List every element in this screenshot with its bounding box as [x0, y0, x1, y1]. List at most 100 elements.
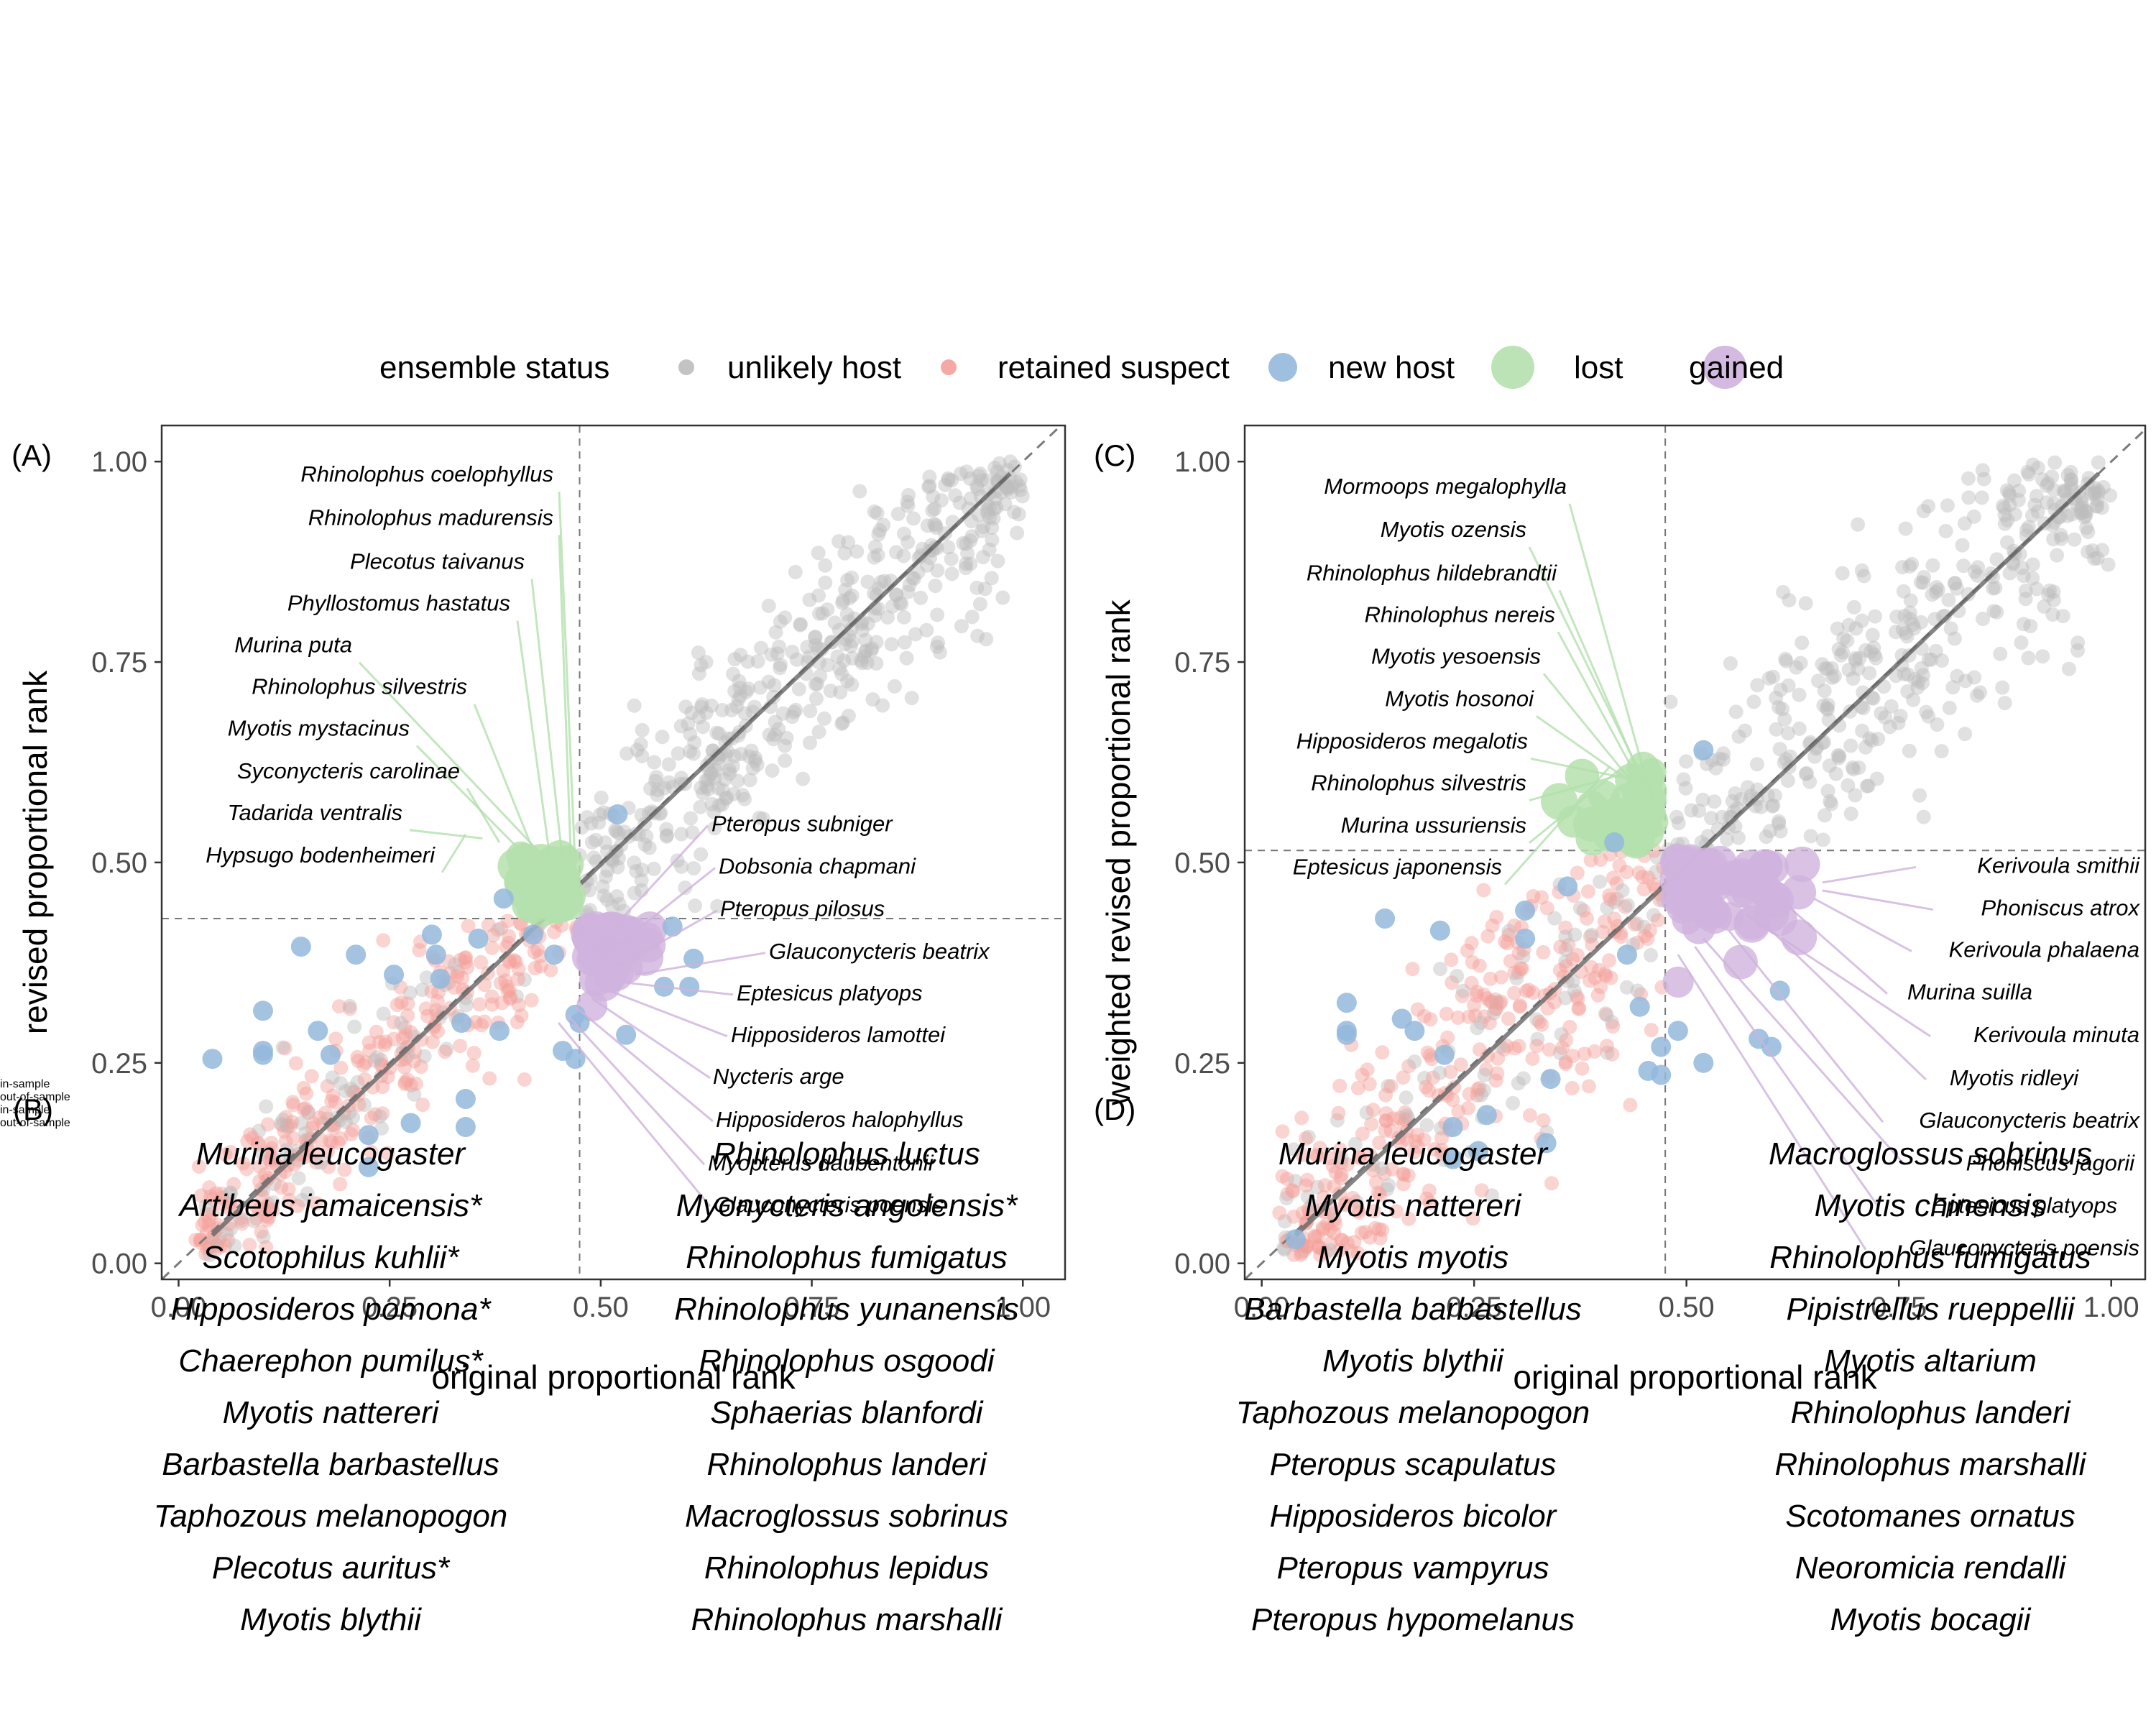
- new-host-point: [468, 928, 489, 949]
- unlikely-host-point: [1907, 672, 1922, 686]
- retained-suspect-point: [218, 1238, 233, 1254]
- unlikely-host-point: [1008, 474, 1023, 489]
- unlikely-host-point: [346, 1110, 361, 1125]
- retained-suspect-point: [199, 1225, 214, 1240]
- retained-suspect-point: [503, 990, 518, 1005]
- retained-suspect-point: [192, 1159, 206, 1174]
- unlikely-host-point: [1897, 608, 1912, 623]
- unlikely-host-point: [959, 536, 974, 551]
- retained-suspect-point: [543, 962, 558, 978]
- panel-d-letter: (D): [1094, 1092, 1136, 1126]
- gained-species-label: Phoniscus atrox: [1981, 896, 2140, 921]
- retained-suspect-point: [1553, 939, 1568, 954]
- unlikely-host-point: [2065, 507, 2079, 522]
- unlikely-host-point: [1000, 482, 1015, 497]
- retained-suspect-point: [1479, 991, 1494, 1006]
- unlikely-host-point: [1725, 794, 1740, 809]
- unlikely-host-point: [370, 1050, 385, 1065]
- retained-suspect-point: [1526, 985, 1541, 1000]
- unlikely-host-point: [1663, 694, 1678, 709]
- retained-suspect-point: [447, 980, 462, 995]
- unlikely-host-point: [2046, 584, 2061, 599]
- unlikely-host-point: [990, 553, 1005, 569]
- retained-suspect-point: [198, 1246, 213, 1261]
- unlikely-host-point: [1903, 593, 1918, 608]
- retained-suspect-point: [309, 1196, 324, 1211]
- retained-suspect-point: [481, 918, 496, 932]
- unlikely-host-point: [933, 645, 947, 660]
- unlikely-host-point: [1607, 895, 1622, 910]
- unlikely-host-point: [2025, 557, 2040, 572]
- unlikely-host-point: [1846, 762, 1861, 777]
- unlikely-host-point: [815, 606, 830, 621]
- retained-suspect-point: [500, 984, 515, 999]
- retained-suspect-point: [1572, 1000, 1587, 1016]
- unlikely-host-point: [1772, 814, 1787, 829]
- unlikely-host-point: [922, 469, 937, 484]
- retained-suspect-point: [453, 1039, 468, 1054]
- retained-suspect-point: [413, 1059, 428, 1075]
- retained-suspect-point: [1646, 877, 1662, 892]
- unlikely-host-point: [1866, 691, 1881, 706]
- unlikely-host-point: [864, 643, 879, 658]
- retained-suspect-point: [1526, 889, 1541, 903]
- lost-leader-line: [1536, 715, 1632, 783]
- unlikely-host-point: [885, 599, 900, 614]
- unlikely-host-point: [1630, 983, 1645, 998]
- unlikely-host-point: [820, 602, 835, 617]
- unlikely-host-point: [740, 654, 755, 669]
- unlikely-host-point: [634, 808, 649, 822]
- gained-leader-line: [1813, 897, 1912, 952]
- unlikely-host-point: [1417, 1070, 1432, 1085]
- unlikely-host-point: [993, 485, 1008, 500]
- unlikely-host-point: [818, 558, 833, 573]
- gained-point: [1731, 877, 1763, 908]
- x-tick-label: 0.00: [1234, 1292, 1290, 1323]
- gained-species-label: Glauconycteris poensis: [714, 1192, 944, 1217]
- retained-suspect-point: [1472, 958, 1487, 973]
- unlikely-host-point: [2081, 544, 2096, 559]
- unlikely-host-point: [2063, 464, 2078, 479]
- lost-leader-line: [558, 535, 573, 867]
- unlikely-host-point: [2021, 650, 2036, 666]
- unlikely-host-point: [761, 674, 776, 689]
- unlikely-host-point: [1798, 766, 1813, 781]
- unlikely-host-point: [1012, 479, 1027, 494]
- unlikely-host-point: [835, 715, 850, 730]
- lost-point: [497, 848, 533, 884]
- unlikely-host-point: [869, 656, 884, 671]
- y-tick-label: 0.75: [91, 647, 147, 678]
- unlikely-host-point: [234, 1213, 249, 1228]
- unlikely-host-point: [709, 725, 724, 740]
- retained-suspect-point: [1477, 1009, 1492, 1024]
- unlikely-host-point: [1836, 631, 1851, 646]
- lost-species-label: Plecotus taivanus: [350, 549, 525, 574]
- unlikely-host-point: [1902, 612, 1917, 627]
- unlikely-host-point: [1914, 661, 1929, 676]
- unlikely-host-point: [953, 466, 968, 481]
- unlikely-host-point: [704, 765, 719, 781]
- unlikely-host-point: [920, 558, 934, 573]
- legend-swatch-4: [1703, 346, 1746, 389]
- x-tick-label: 1.00: [2083, 1292, 2139, 1323]
- unlikely-host-point: [1715, 752, 1731, 767]
- retained-suspect-point: [1562, 1019, 1577, 1034]
- retained-suspect-point: [1332, 1243, 1347, 1258]
- unlikely-host-point: [2016, 617, 2031, 632]
- panel-b-out-of-sample-item: Macroglossus sobrinus: [685, 1499, 1008, 1534]
- unlikely-host-point: [1779, 653, 1794, 668]
- unlikely-host-point: [1762, 824, 1777, 839]
- unlikely-host-point: [948, 488, 963, 503]
- y-tick-label: 1.00: [1174, 446, 1230, 478]
- unlikely-host-point: [2047, 496, 2062, 511]
- unlikely-host-point: [877, 574, 892, 589]
- unlikely-host-point: [844, 622, 859, 637]
- retained-suspect-point: [1350, 1080, 1365, 1095]
- new-host-point: [1404, 1021, 1425, 1041]
- y-tick-label: 1.00: [91, 446, 147, 478]
- unlikely-host-point: [840, 573, 855, 588]
- unlikely-host-point: [1925, 587, 1940, 602]
- gained-point: [1666, 850, 1698, 883]
- unlikely-host-point: [674, 859, 689, 874]
- retained-suspect-point: [193, 1232, 208, 1247]
